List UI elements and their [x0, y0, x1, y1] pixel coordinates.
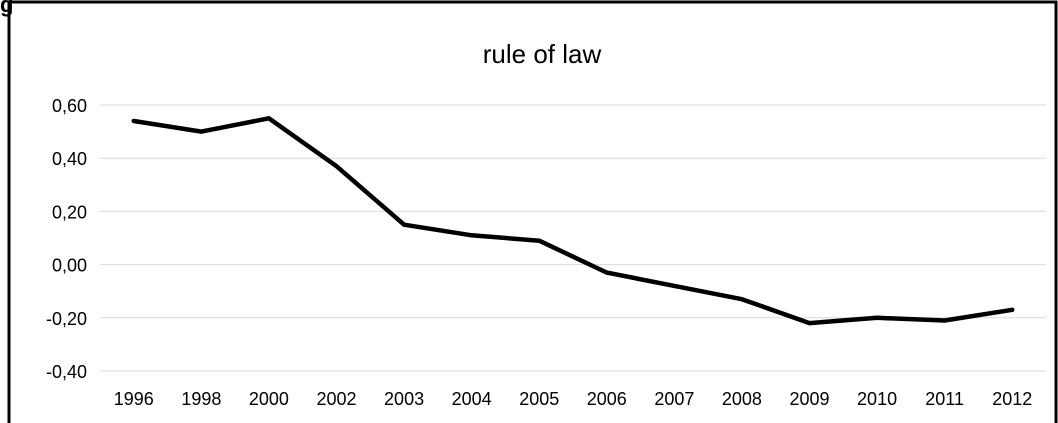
data-point [672, 283, 677, 288]
chart-title: rule of law [483, 39, 602, 69]
x-tick-label: 2009 [789, 389, 829, 409]
x-tick-label: 2002 [316, 389, 356, 409]
y-tick-label: -0,20 [46, 309, 87, 329]
y-axis-tick-labels: 0,60 0,40 0,20 0,00 -0,20 -0,40 [46, 96, 87, 382]
y-tick-label: 0,40 [52, 149, 87, 169]
x-tick-label: 1998 [181, 389, 221, 409]
chart-frame [7, 0, 1058, 423]
data-point [131, 118, 136, 123]
data-point [537, 238, 542, 243]
x-tick-label: 2008 [722, 389, 762, 409]
data-point [604, 270, 609, 275]
x-tick-label: 2010 [857, 389, 897, 409]
x-tick-label: 2003 [384, 389, 424, 409]
data-point [739, 297, 744, 302]
data-point [875, 315, 880, 320]
y-tick-label: 0,60 [52, 96, 87, 116]
series-layer [131, 116, 1015, 326]
y-tick-label: 0,00 [52, 256, 87, 276]
series-line [131, 116, 1015, 326]
data-point [1010, 307, 1015, 312]
x-tick-label: 2012 [992, 389, 1032, 409]
x-tick-label: 2005 [519, 389, 559, 409]
data-point [402, 222, 407, 227]
x-tick-label: 2007 [654, 389, 694, 409]
data-point [942, 318, 947, 323]
x-tick-label: 2006 [587, 389, 627, 409]
data-point [807, 321, 812, 326]
data-point [199, 129, 204, 134]
data-point [266, 116, 271, 121]
y-tick-label: 0,20 [52, 202, 87, 222]
x-tick-label: 1996 [114, 389, 154, 409]
x-tick-label: 2011 [925, 389, 964, 409]
x-axis-tick-labels: 1996 1998 2000 2002 2003 2004 2005 2006 2007 2008… [114, 389, 1032, 409]
data-point [334, 164, 339, 169]
x-tick-label: 2000 [249, 389, 289, 409]
data-point [469, 233, 474, 238]
x-tick-label: 2004 [452, 389, 492, 409]
corner-mark: g [0, 0, 13, 17]
y-tick-label: -0,40 [46, 362, 87, 382]
